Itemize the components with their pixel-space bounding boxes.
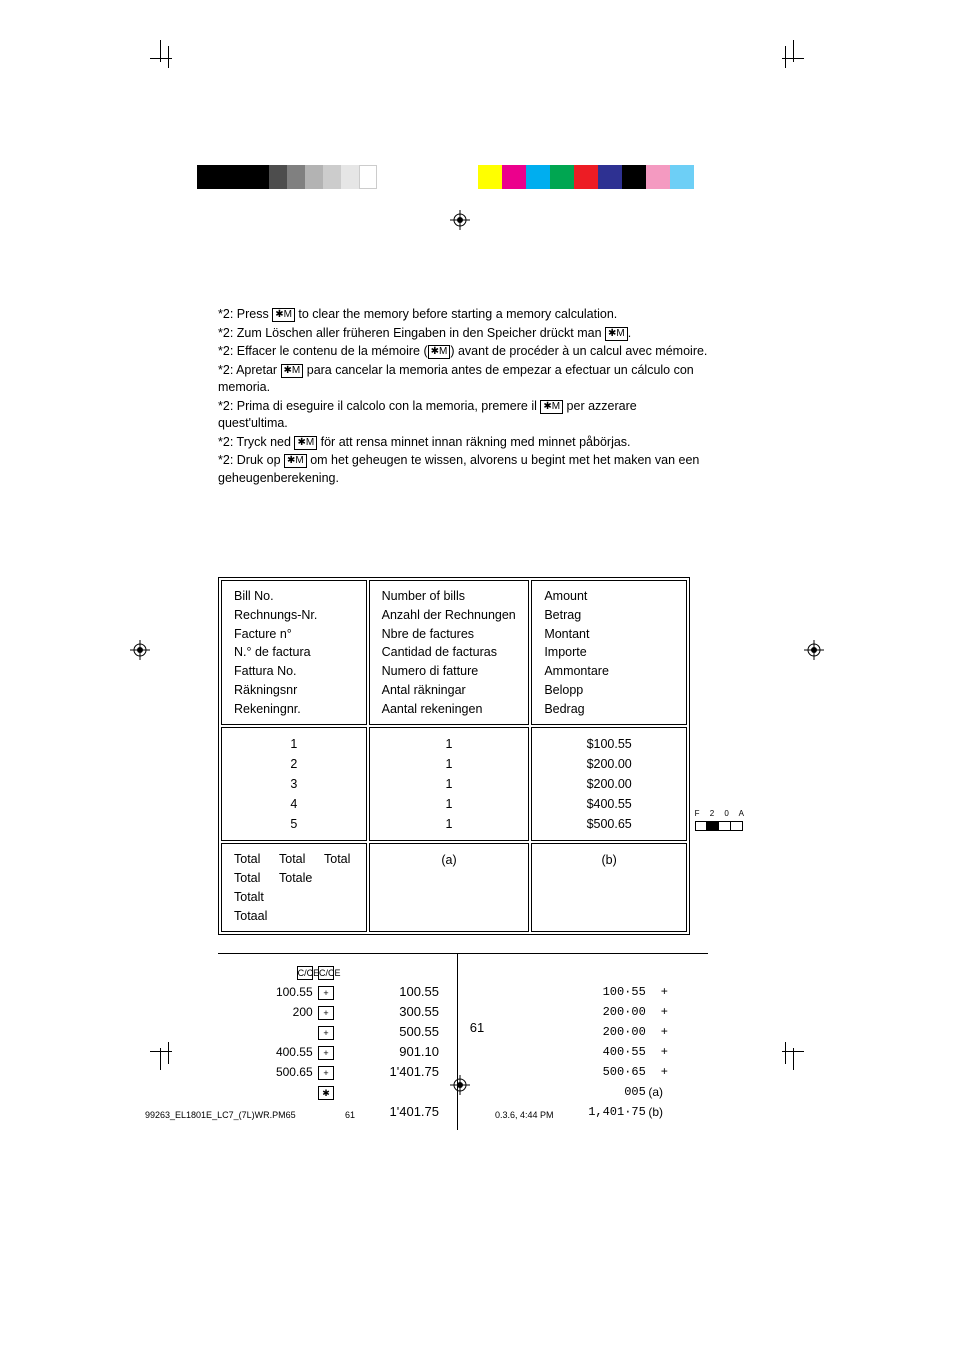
page-content: *2: Press ✱M to clear the memory before … (218, 306, 708, 1130)
calc-input-col: C/CE C/CE100.55 +200 + +400.55 +500.65 +… (218, 954, 338, 1130)
calc-print-col: 100·55 +200·00 +200·00 +400·55 +500·65 +… (458, 954, 708, 1130)
note-line: *2: Effacer le contenu de la mémoire (✱M… (218, 343, 708, 361)
registration-mark-right (804, 640, 824, 663)
data-num-bills: 11111 (369, 727, 530, 841)
data-amount: $100.55$200.00$200.00$400.55$500.65 (531, 727, 687, 841)
color-bar-color (478, 165, 694, 189)
total-b: (b) (531, 843, 687, 932)
memory-notes: *2: Press ✱M to clear the memory before … (218, 306, 708, 487)
note-line: *2: Apretar ✱M para cancelar la memoria … (218, 362, 708, 397)
header-bill-no: Bill No.Rechnungs-Nr.Facture n°N.° de fa… (221, 580, 367, 725)
note-line: *2: Prima di eseguire il calcolo con la … (218, 398, 708, 433)
note-line: *2: Press ✱M to clear the memory before … (218, 306, 708, 324)
totals-label: TotalTotalTotalTotalTotaleTotaltTotaal (221, 843, 367, 932)
crop-mark-bl (150, 1040, 180, 1070)
crop-mark-br (774, 1040, 804, 1070)
note-line: *2: Druk op ✱M om het geheugen te wissen… (218, 452, 708, 487)
footer-page: 61 (345, 1110, 495, 1120)
footer-timestamp: 0.3.6, 4:44 PM (495, 1110, 695, 1120)
decimal-selector: F 2 0 A (695, 808, 748, 831)
header-num-bills: Number of billsAnzahl der RechnungenNbre… (369, 580, 530, 725)
page-number: 61 (0, 1020, 954, 1035)
color-bar-grayscale (197, 165, 377, 189)
registration-mark-top (450, 210, 470, 230)
calc-display-col: 100.55300.55500.55901.101'401.751'401.75 (338, 954, 458, 1130)
footer-filename: 99263_EL1801E_LC7_(7L)WR.PM65 (145, 1110, 345, 1120)
note-line: *2: Zum Löschen aller früheren Eingaben … (218, 325, 708, 343)
header-amount: AmountBetragMontantImporteAmmontareBelop… (531, 580, 687, 725)
crop-mark-tl (150, 40, 180, 70)
bill-table: Bill No.Rechnungs-Nr.Facture n°N.° de fa… (218, 577, 690, 935)
crop-mark-tr (774, 40, 804, 70)
note-line: *2: Tryck ned ✱M för att rensa minnet in… (218, 434, 708, 452)
footer: 99263_EL1801E_LC7_(7L)WR.PM65 61 0.3.6, … (145, 1110, 809, 1120)
calculation-example: C/CE C/CE100.55 +200 + +400.55 +500.65 +… (218, 953, 708, 1130)
registration-mark-left (130, 640, 150, 663)
total-a: (a) (369, 843, 530, 932)
data-bill-no: 12345 (221, 727, 367, 841)
selector-label: F 2 0 A (695, 809, 748, 818)
